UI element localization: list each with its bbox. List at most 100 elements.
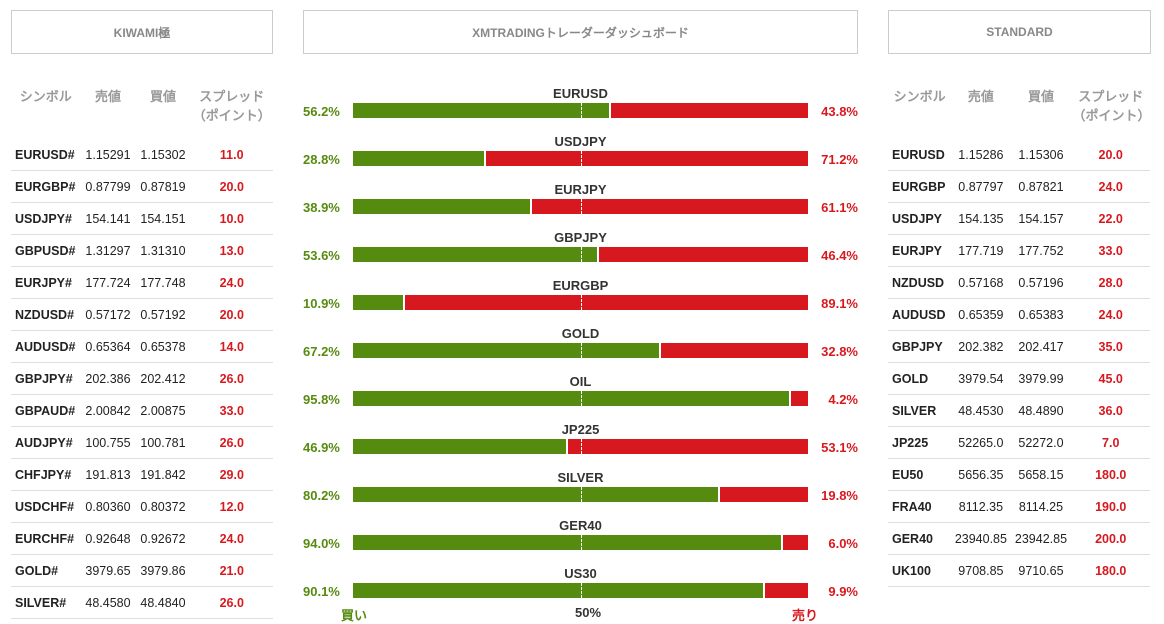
spread-cell: 180.0 [1071, 554, 1150, 587]
sentiment-row: JP225 46.9% 53.1% [303, 422, 858, 470]
kiwami-header: KIWAMI極 [11, 10, 273, 54]
pair-name: OIL [569, 374, 592, 389]
sell-percent: 71.2% [821, 152, 858, 167]
sentiment-bar [353, 343, 808, 358]
table-row: GBPAUD# 2.00842 2.00875 33.0 [11, 394, 273, 427]
ask-cell: 202.417 [1010, 330, 1072, 363]
ask-cell: 100.781 [135, 426, 191, 459]
sell-percent: 4.2% [828, 392, 858, 407]
bid-cell: 202.386 [80, 362, 136, 395]
table-row: JP225 52265.0 52272.0 7.0 [888, 426, 1150, 459]
table-row: GBPJPY# 202.386 202.412 26.0 [11, 362, 273, 395]
symbol-cell: EURGBP [888, 170, 952, 203]
symbol-cell: GOLD [888, 362, 952, 395]
column-header: 買値 [149, 89, 176, 104]
pair-name: GER40 [559, 518, 602, 533]
header-row: シンボル 売値 買値 スプレッド（ポイント） [11, 80, 273, 139]
buy-percent: 67.2% [303, 344, 340, 359]
buy-percent: 90.1% [303, 584, 340, 599]
bid-cell: 202.382 [951, 330, 1011, 363]
dashboard-title: XMTRADINGトレーダーダッシュボード [472, 25, 689, 40]
bid-cell: 0.80360 [80, 490, 136, 523]
sentiment-bar [353, 103, 808, 118]
midline [580, 583, 582, 598]
bid-cell: 0.57172 [80, 298, 136, 331]
sentiment-row: GBPJPY 53.6% 46.4% [303, 230, 858, 278]
ask-cell: 2.00875 [135, 394, 191, 427]
sell-percent: 6.0% [828, 536, 858, 551]
bid-cell: 0.65364 [80, 330, 136, 363]
ask-cell: 177.752 [1010, 234, 1072, 267]
table-row: NZDUSD 0.57168 0.57196 28.0 [888, 266, 1150, 299]
kiwami-title: KIWAMI極 [113, 25, 171, 40]
ask-cell: 3979.86 [135, 554, 191, 587]
spread-cell: 36.0 [1071, 394, 1150, 427]
ask-cell: 0.80372 [135, 490, 191, 523]
ask-cell: 1.31310 [135, 234, 191, 267]
spread-cell: 13.0 [190, 234, 273, 267]
bid-cell: 1.31297 [80, 234, 136, 267]
bid-cell: 0.87799 [80, 170, 136, 203]
column-header: 売値 [967, 89, 994, 104]
midline [580, 247, 582, 262]
spread-cell: 26.0 [190, 362, 273, 395]
spread-cell: 26.0 [190, 586, 273, 619]
buy-fill [353, 535, 783, 550]
symbol-cell: AUDJPY# [11, 426, 81, 459]
pair-name: JP225 [561, 422, 600, 437]
table-row: EURUSD# 1.15291 1.15302 11.0 [11, 139, 273, 171]
kiwami-table: シンボル 売値 買値 スプレッド（ポイント） EURUSD# 1.15291 1.15302… [11, 80, 273, 619]
bid-cell: 3979.65 [80, 554, 136, 587]
sell-percent: 32.8% [821, 344, 858, 359]
spread-cell: 20.0 [1071, 139, 1150, 171]
table-row: GOLD 3979.54 3979.99 45.0 [888, 362, 1150, 395]
pair-name: US30 [564, 566, 597, 581]
table-row: EU50 5656.35 5658.15 180.0 [888, 458, 1150, 491]
pair-name: EURGBP [552, 278, 609, 293]
symbol-cell: NZDUSD [888, 266, 952, 299]
spread-cell: 11.0 [190, 139, 273, 171]
bid-cell: 0.92648 [80, 522, 136, 555]
table-row: USDJPY 154.135 154.157 22.0 [888, 202, 1150, 235]
table-row: EURUSD 1.15286 1.15306 20.0 [888, 139, 1150, 171]
symbol-cell: GBPUSD# [11, 234, 81, 267]
bid-cell: 0.87797 [951, 170, 1011, 203]
spread-cell: 12.0 [190, 490, 273, 523]
symbol-cell: EURCHF# [11, 522, 81, 555]
sell-percent: 19.8% [821, 488, 858, 503]
sentiment-bar [353, 199, 808, 214]
spread-cell: 14.0 [190, 330, 273, 363]
pair-name: USDJPY [554, 134, 607, 149]
bid-cell: 0.57168 [951, 266, 1011, 299]
symbol-cell: FRA40 [888, 490, 952, 523]
spread-cell: 33.0 [190, 394, 273, 427]
table-row: AUDUSD 0.65359 0.65383 24.0 [888, 298, 1150, 331]
symbol-cell: EURGBP# [11, 170, 81, 203]
midline [580, 439, 582, 454]
bid-cell: 48.4580 [80, 586, 136, 619]
ask-cell: 48.4840 [135, 586, 191, 619]
symbol-cell: CHFJPY# [11, 458, 81, 491]
table-row: EURGBP# 0.87799 0.87819 20.0 [11, 170, 273, 203]
standard-header: STANDARD [888, 10, 1151, 54]
spread-cell: 21.0 [190, 554, 273, 587]
buy-percent: 95.8% [303, 392, 340, 407]
spread-cell: 200.0 [1071, 522, 1150, 555]
bid-cell: 1.15286 [951, 139, 1011, 171]
ask-cell: 0.87819 [135, 170, 191, 203]
spread-cell: 7.0 [1071, 426, 1150, 459]
ask-cell: 9710.65 [1010, 554, 1072, 587]
ask-cell: 0.65383 [1010, 298, 1072, 331]
buy-fill [353, 583, 765, 598]
column-header: シンボル [19, 89, 72, 104]
bid-cell: 48.4530 [951, 394, 1011, 427]
bid-cell: 23940.85 [951, 522, 1011, 555]
table-row: EURJPY 177.719 177.752 33.0 [888, 234, 1150, 267]
spread-cell: 180.0 [1071, 458, 1150, 491]
sentiment-bar [353, 247, 808, 262]
symbol-cell: SILVER [888, 394, 952, 427]
sell-percent: 61.1% [821, 200, 858, 215]
bid-cell: 1.15291 [80, 139, 136, 171]
buy-percent: 53.6% [303, 248, 340, 263]
spread-cell: 24.0 [190, 522, 273, 555]
